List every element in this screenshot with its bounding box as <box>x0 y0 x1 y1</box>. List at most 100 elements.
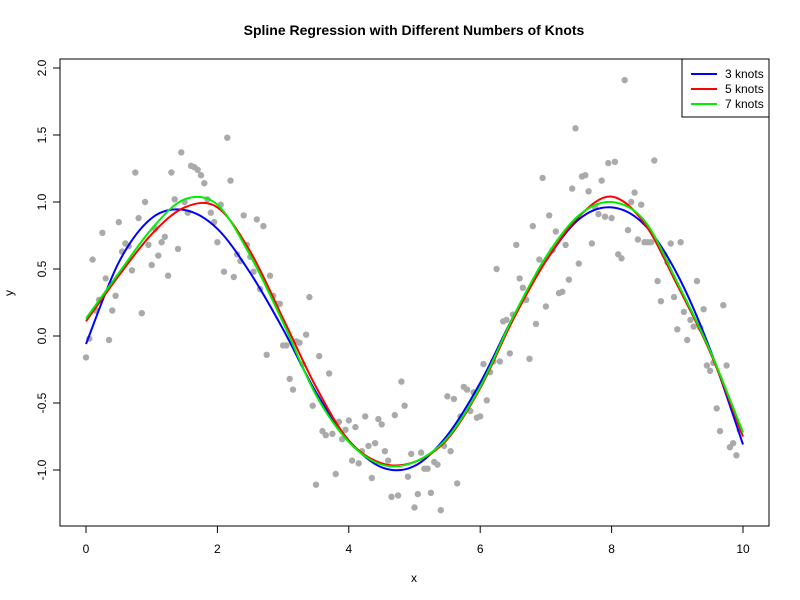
data-point <box>109 307 116 314</box>
data-point <box>105 336 113 344</box>
data-point <box>155 252 162 259</box>
data-point <box>391 411 398 419</box>
data-point <box>434 461 441 468</box>
data-point <box>493 265 500 273</box>
data-point <box>260 222 267 230</box>
data-point <box>654 277 661 285</box>
data-point <box>628 198 635 206</box>
x-axis-label: x <box>411 571 417 585</box>
data-point <box>385 457 392 464</box>
x-tick-label: 10 <box>736 542 750 556</box>
chart-title: Spline Regression with Different Numbers… <box>244 22 585 38</box>
data-point <box>703 362 711 369</box>
x-tick-label: 6 <box>477 542 484 556</box>
data-point <box>250 268 257 275</box>
data-point <box>404 473 412 480</box>
data-point <box>477 413 484 420</box>
data-point <box>562 241 569 249</box>
data-point <box>565 276 573 283</box>
data-point <box>605 159 612 167</box>
data-point <box>329 430 336 437</box>
data-point <box>572 125 579 132</box>
data-point <box>559 288 566 295</box>
data-point <box>289 386 297 393</box>
data-point <box>141 198 149 206</box>
data-point <box>312 481 320 488</box>
data-point <box>401 402 408 409</box>
data-point <box>444 393 451 400</box>
data-point <box>733 452 740 459</box>
y-tick-label: 0.0 <box>35 327 49 344</box>
data-point <box>158 239 165 246</box>
data-point <box>634 236 642 243</box>
legend-label: 3 knots <box>725 67 764 81</box>
data-point <box>408 450 415 458</box>
x-tick-label: 2 <box>214 542 221 556</box>
y-tick-label: -0.5 <box>35 392 49 413</box>
data-point <box>437 507 444 514</box>
data-point <box>276 300 283 307</box>
data-point <box>388 493 395 500</box>
data-point <box>145 241 152 249</box>
data-point <box>670 293 678 301</box>
legend-label: 7 knots <box>725 97 764 111</box>
data-point <box>454 480 461 487</box>
data-point <box>483 397 490 404</box>
data-point <box>674 326 681 333</box>
data-point <box>201 180 208 187</box>
data-point <box>128 267 136 274</box>
data-point <box>214 239 221 246</box>
data-point <box>647 239 655 246</box>
data-point <box>700 306 707 313</box>
x-axis: 0 2 4 6 8 10 <box>83 525 750 556</box>
data-point <box>99 229 106 236</box>
data-point <box>729 440 737 447</box>
data-point <box>398 378 405 385</box>
data-point <box>138 310 145 317</box>
data-point <box>424 465 431 472</box>
data-point <box>706 367 714 374</box>
data-point <box>516 275 523 282</box>
data-point <box>253 216 260 223</box>
series-line-3 <box>85 195 744 468</box>
data-point <box>496 358 504 365</box>
data-point <box>378 421 385 428</box>
data-point <box>283 342 290 349</box>
data-point <box>332 470 339 478</box>
data-point <box>677 239 684 246</box>
data-point <box>414 490 421 498</box>
data-points <box>82 76 743 514</box>
y-tick-label: -1.0 <box>35 459 49 480</box>
data-point <box>526 355 533 362</box>
data-point <box>316 352 323 360</box>
data-point <box>164 272 172 279</box>
data-point <box>115 218 123 226</box>
data-point <box>536 256 543 263</box>
data-point <box>611 158 619 165</box>
data-point <box>598 177 605 184</box>
data-point <box>569 185 576 192</box>
data-point <box>624 226 632 234</box>
data-point <box>263 351 270 358</box>
data-point <box>362 413 369 420</box>
data-point <box>552 228 559 235</box>
data-point <box>480 360 487 368</box>
x-tick-label: 4 <box>345 542 352 556</box>
data-point <box>194 166 201 173</box>
data-point <box>450 395 458 403</box>
data-point <box>513 241 520 249</box>
data-point <box>529 222 536 230</box>
data-point <box>519 284 527 291</box>
data-point <box>148 261 155 269</box>
data-point <box>227 177 234 184</box>
data-point <box>411 504 418 511</box>
data-point <box>325 370 333 377</box>
data-point <box>684 336 691 344</box>
data-point <box>690 323 697 330</box>
data-point <box>381 448 389 455</box>
data-point <box>680 308 688 316</box>
data-point <box>286 375 293 383</box>
y-tick-label: 0.5 <box>35 260 49 277</box>
data-point <box>224 134 231 141</box>
